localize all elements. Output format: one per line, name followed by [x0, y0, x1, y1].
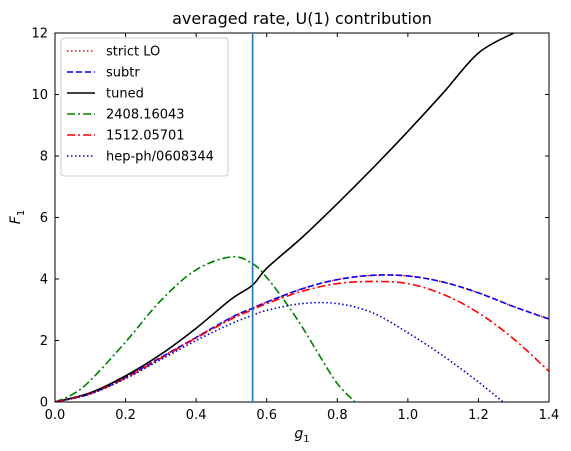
x-tick-label: 1.0	[398, 408, 419, 423]
legend-label-0: strict LO	[106, 45, 160, 60]
x-axis-label-main: g	[294, 426, 303, 442]
x-tick-label: 0.4	[186, 408, 207, 423]
series-line-1	[55, 274, 549, 402]
legend-box	[60, 37, 229, 177]
series-line-5	[55, 301, 504, 402]
legend-label-1: subtr	[106, 66, 140, 81]
chart-title: averaged rate, U(1) contribution	[172, 9, 432, 28]
x-tick-label: 0.0	[45, 408, 66, 423]
legend: strict LO subtr tuned 2408.16043 1512.05701 h…	[60, 37, 229, 177]
x-tick-label: 1.2	[468, 408, 489, 423]
legend-label-5: hep-ph/0608344	[106, 150, 214, 165]
x-tick-label: 0.2	[115, 408, 136, 423]
ticks-layer: 0.0 0.2 0.4 0.6 0.8 1.0 1.2 1.4 0 2 4 6 8 10 12	[31, 27, 559, 424]
x-axis-label: g1	[294, 426, 309, 445]
y-tick-label: 8	[40, 150, 48, 165]
series-line-4	[55, 280, 549, 402]
series-layer	[55, 33, 549, 402]
legend-label-4: 1512.05701	[106, 129, 185, 144]
y-tick-label: 6	[40, 211, 48, 226]
plot-area: 0.0 0.2 0.4 0.6 0.8 1.0 1.2 1.4 0 2 4 6 8 10 12	[31, 27, 559, 424]
y-tick-label: 12	[31, 27, 48, 42]
series-line-2	[55, 33, 515, 402]
legend-label-3: 2408.16043	[106, 108, 185, 123]
x-tick-label: 1.4	[539, 408, 560, 423]
x-tick-label: 0.6	[256, 408, 277, 423]
y-tick-label: 10	[31, 88, 48, 103]
legend-label-2: tuned	[106, 87, 144, 102]
x-tick-label: 0.8	[327, 408, 348, 423]
y-axis-label-sub: 1	[16, 210, 27, 216]
y-axis-label: F1	[8, 210, 27, 224]
y-tick-label: 4	[40, 273, 48, 288]
y-tick-label: 0	[40, 396, 48, 411]
y-tick-label: 2	[40, 334, 48, 349]
series-line-3	[55, 255, 356, 402]
y-axis-label-main: F	[8, 215, 24, 224]
x-axis-label-sub: 1	[303, 434, 309, 445]
